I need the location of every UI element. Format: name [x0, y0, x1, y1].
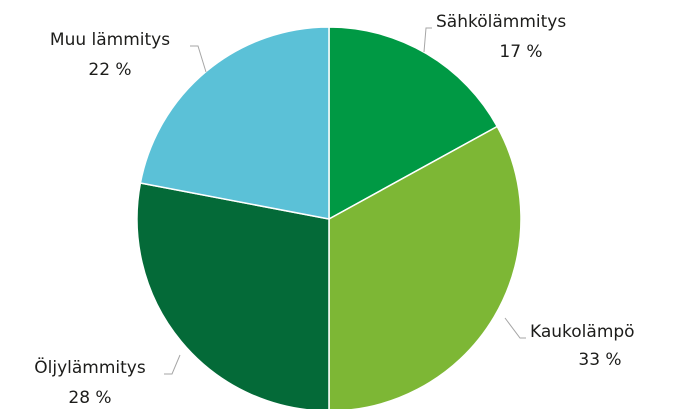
- value-label: 22 %: [88, 60, 131, 80]
- pie-slice: [136, 182, 330, 409]
- value-label: 28 %: [68, 388, 111, 408]
- leader-line: [504, 317, 526, 339]
- pie-slice: [328, 26, 499, 221]
- leader-line: [190, 45, 207, 73]
- pie-slice: [139, 26, 330, 220]
- leader-line: [423, 27, 432, 53]
- slice-label: Kaukolämpö: [530, 322, 635, 342]
- slice-label: Öljylämmitys: [34, 356, 146, 378]
- leader-line: [164, 354, 181, 375]
- pie-slice: [328, 125, 522, 409]
- value-label: 33 %: [578, 350, 621, 370]
- slice-label: Muu lämmitys: [50, 30, 170, 50]
- slice-label: Sähkölämmitys: [436, 12, 566, 32]
- value-label: 17 %: [499, 42, 542, 62]
